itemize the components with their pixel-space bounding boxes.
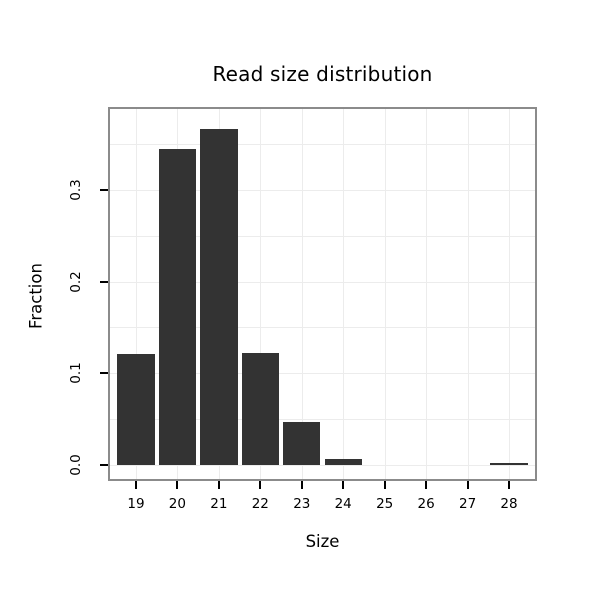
gridline-vertical [384, 109, 386, 479]
x-axis-tick [259, 481, 262, 489]
bar [158, 148, 197, 465]
gridline-vertical [426, 109, 428, 479]
gridline-horizontal [110, 235, 535, 237]
x-tick-label: 21 [210, 496, 228, 512]
x-tick-label: 24 [334, 496, 352, 512]
y-axis-tick [100, 464, 108, 466]
gridline-horizontal [110, 465, 535, 466]
x-tick-label: 28 [500, 496, 518, 512]
gridline-vertical [260, 109, 262, 479]
x-axis-tick [300, 481, 303, 489]
bar [490, 463, 528, 465]
x-tick-label: 19 [127, 496, 145, 512]
x-tick-label: 25 [376, 496, 394, 512]
x-axis-tick [342, 481, 345, 489]
x-tick-label: 20 [168, 496, 186, 512]
bar [241, 353, 279, 465]
y-axis-label: Fraction [26, 263, 46, 329]
y-tick-label: 0.3 [68, 179, 84, 201]
x-axis-tick [135, 481, 137, 489]
y-axis-tick [100, 280, 108, 283]
y-tick-label: 0.2 [68, 270, 84, 293]
x-axis-tick [425, 481, 428, 489]
x-tick-label: 26 [417, 496, 435, 512]
y-axis-tick [100, 372, 108, 375]
gridline-horizontal [110, 281, 535, 283]
x-tick-label: 23 [293, 496, 311, 512]
x-axis-tick [176, 481, 179, 489]
gridline-vertical [136, 109, 137, 479]
plot-panel [108, 107, 537, 481]
bar [283, 421, 321, 465]
x-axis-tick [466, 481, 469, 489]
x-tick-label: 22 [251, 496, 269, 512]
gridline-horizontal [110, 143, 535, 145]
y-tick-label: 0.0 [68, 454, 84, 476]
y-tick-label: 0.1 [68, 362, 84, 385]
bar [200, 129, 238, 465]
gridline-horizontal [110, 189, 535, 191]
gridline-vertical [343, 109, 345, 479]
x-axis-tick [508, 481, 510, 489]
gridline-horizontal [110, 327, 535, 329]
y-axis-tick [100, 188, 108, 191]
gridline-vertical [509, 109, 510, 479]
x-tick-label: 27 [459, 496, 477, 512]
x-axis-label: Size [305, 532, 340, 551]
gridline-vertical [467, 109, 469, 479]
x-axis-tick [383, 481, 386, 489]
bar [117, 354, 155, 465]
bar [324, 458, 362, 465]
x-axis-tick [217, 481, 220, 489]
gridline-horizontal [110, 373, 535, 375]
chart-title: Read size distribution [212, 62, 433, 86]
gridline-vertical [301, 109, 303, 479]
gridline-horizontal [110, 419, 535, 421]
